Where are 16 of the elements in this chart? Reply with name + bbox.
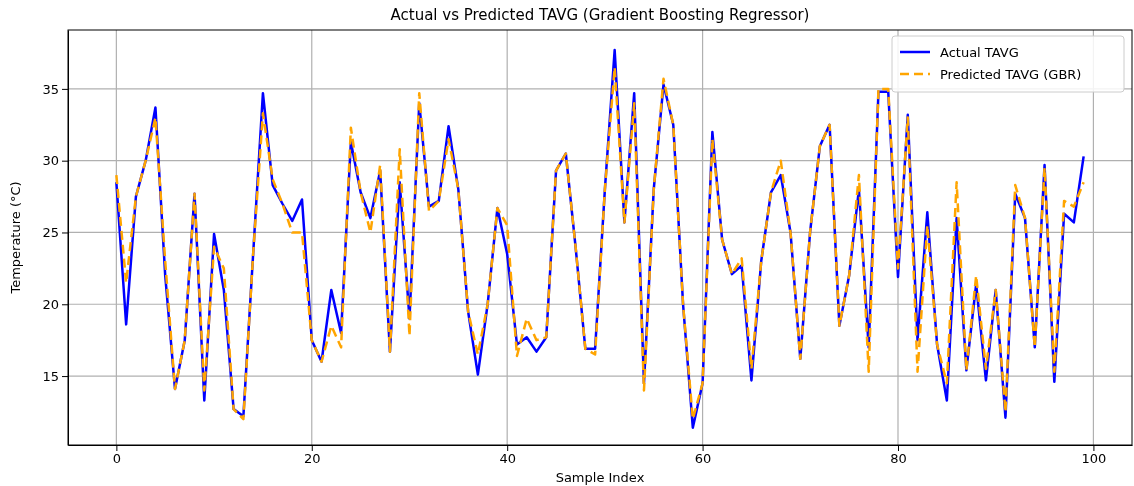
y-tick-label: 30 [42,153,59,169]
y-tick-label: 15 [42,368,59,384]
x-tick-label: 20 [304,451,321,467]
y-axis-title: Temperature (°C) [8,181,23,295]
x-tick-label: 100 [1081,451,1107,467]
y-tick-label: 35 [42,81,59,97]
y-tick-label: 25 [42,225,59,241]
legend-label: Predicted TAVG (GBR) [940,67,1082,82]
x-tick-label: 0 [112,451,121,467]
x-axis-title: Sample Index [555,470,645,485]
y-tick-label: 20 [42,296,59,312]
legend-label: Actual TAVG [940,45,1019,60]
x-tick-label: 40 [499,451,516,467]
x-tick-label: 80 [890,451,907,467]
chart-title: Actual vs Predicted TAVG (Gradient Boosting Regressor) [390,6,810,24]
x-tick-label: 60 [694,451,712,467]
